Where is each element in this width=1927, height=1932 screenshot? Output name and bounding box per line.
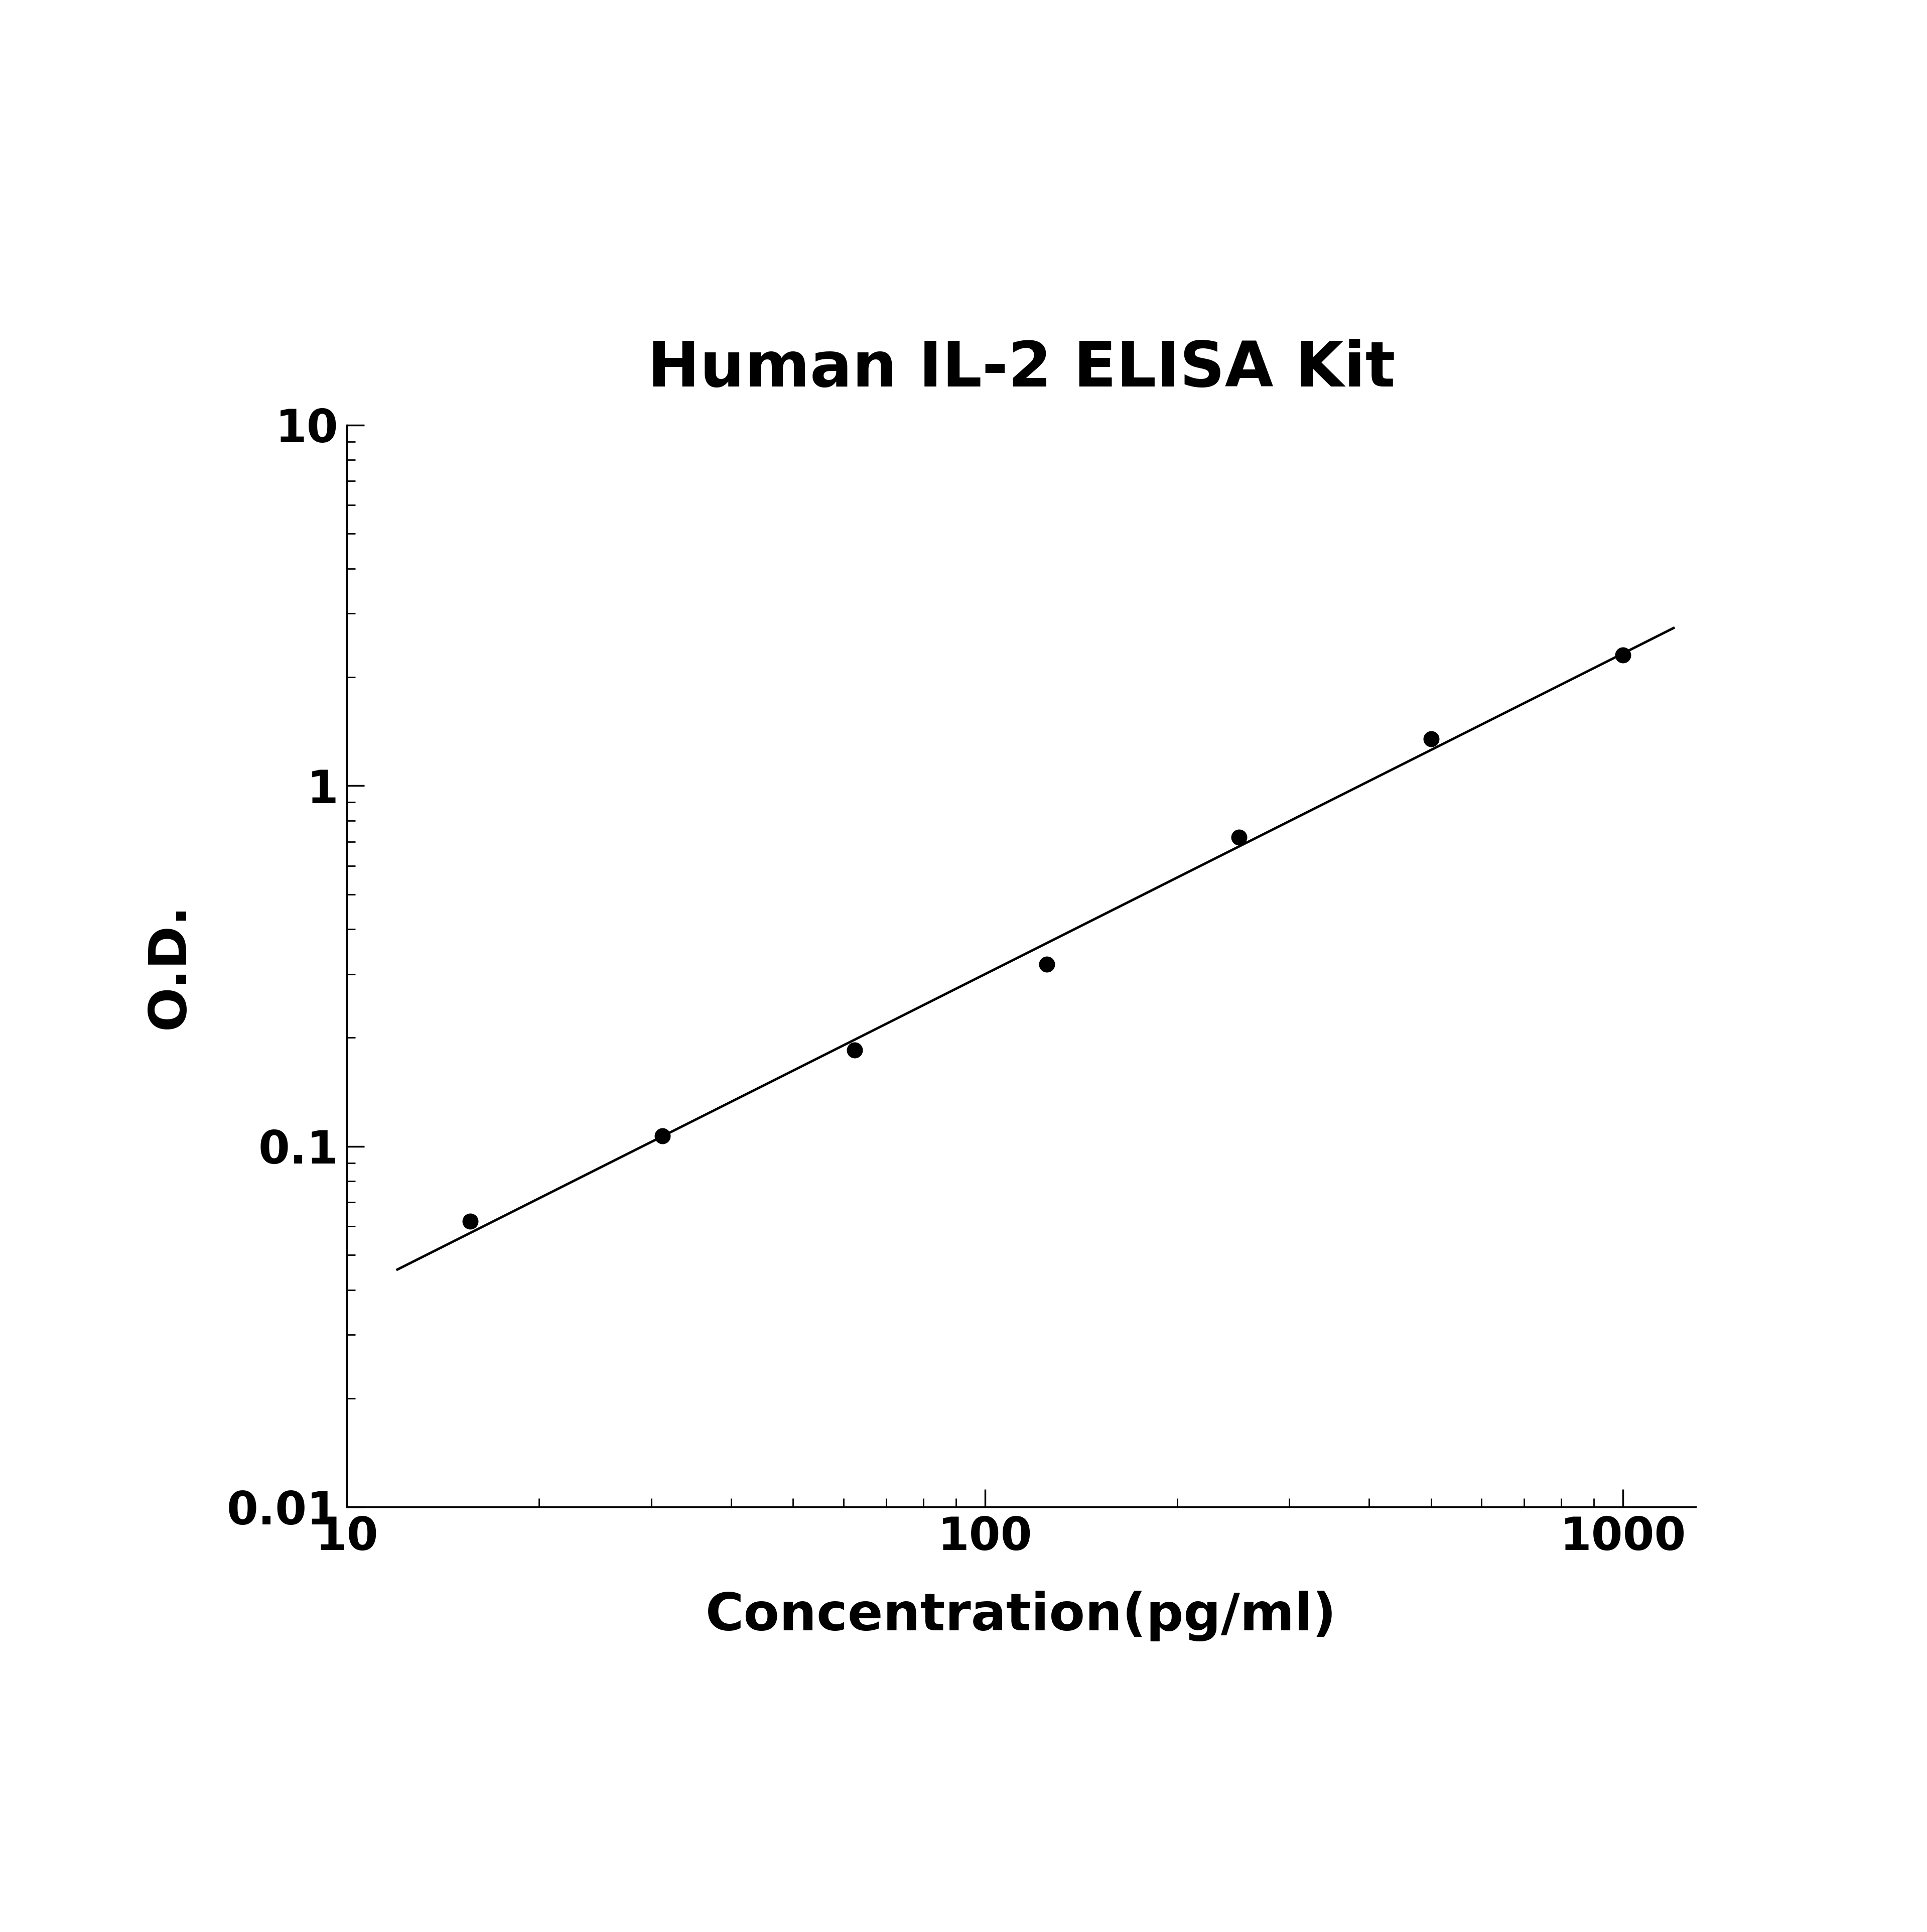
X-axis label: Concentration(pg/ml): Concentration(pg/ml) <box>705 1590 1337 1642</box>
Y-axis label: O.D.: O.D. <box>145 902 195 1030</box>
Point <box>1416 723 1447 753</box>
Point <box>1607 639 1638 670</box>
Title: Human IL-2 ELISA Kit: Human IL-2 ELISA Kit <box>647 338 1395 400</box>
Point <box>647 1121 678 1151</box>
Point <box>840 1034 871 1065</box>
Point <box>1031 949 1062 980</box>
Point <box>1224 821 1254 852</box>
Point <box>455 1206 486 1236</box>
